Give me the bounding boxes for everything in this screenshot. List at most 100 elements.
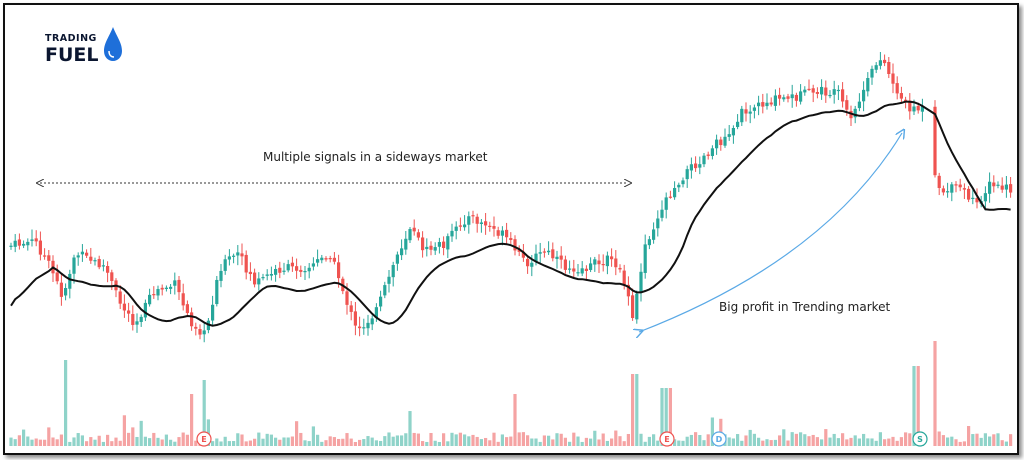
candle-body — [227, 256, 231, 260]
volume-bar — [509, 436, 513, 446]
sideways-annotation: Multiple signals in a sideways market — [263, 150, 488, 164]
candle-body — [744, 109, 748, 114]
candle-body — [622, 270, 626, 285]
volume-bar — [706, 434, 710, 446]
candle-body — [412, 227, 416, 232]
volume-bar — [194, 440, 198, 446]
volume-bar — [744, 435, 748, 446]
candle-body — [685, 169, 689, 180]
volume-bar — [496, 441, 500, 446]
volume-bar — [857, 438, 861, 446]
candle-body — [261, 277, 265, 279]
candle-body — [253, 272, 257, 285]
candle-body — [500, 230, 504, 236]
candle-body — [295, 266, 299, 271]
volume-bar — [593, 430, 597, 446]
candle-body — [559, 255, 563, 260]
volume-bar — [471, 434, 475, 446]
volume-bar — [261, 438, 265, 446]
candle-body — [660, 209, 664, 218]
volume-bar — [244, 441, 248, 446]
volume-bar — [576, 436, 580, 446]
volume-bar — [97, 435, 101, 446]
candle-body — [769, 102, 773, 105]
volume-bar — [547, 435, 551, 446]
candle-body — [857, 101, 861, 109]
volume-bar — [631, 374, 635, 446]
candle-body — [437, 242, 441, 247]
candle-body — [757, 102, 761, 107]
candle-body — [395, 254, 399, 264]
candle-body — [76, 255, 80, 258]
candle-body — [576, 272, 580, 274]
candle-body — [719, 139, 723, 146]
volume-bar — [370, 437, 374, 446]
candle-body — [673, 187, 677, 198]
event-marker-label: E — [201, 435, 206, 444]
candle-body — [173, 280, 177, 286]
candle-body — [80, 251, 84, 255]
volume-bar — [488, 440, 492, 446]
volume-bar — [391, 436, 395, 446]
volume-bar — [211, 441, 215, 446]
volume-bar — [72, 437, 76, 446]
volume-bar — [1004, 441, 1008, 446]
volume-bar — [799, 432, 803, 446]
volume-bar — [967, 426, 971, 446]
candle-body — [740, 108, 744, 123]
volume-bar — [353, 441, 357, 446]
candle-body — [55, 272, 59, 282]
price-chart: Multiple signals in a sideways market Bi… — [9, 27, 1013, 447]
volume-bar — [307, 441, 311, 446]
candle-body — [248, 271, 252, 275]
volume-bar — [484, 437, 488, 446]
volume-bar — [694, 432, 698, 446]
candle-body — [891, 73, 895, 84]
candle-body — [303, 271, 307, 273]
volume-bar — [782, 429, 786, 446]
volume-bar — [215, 438, 219, 446]
volume-bar — [110, 441, 114, 446]
candle-body — [223, 259, 227, 271]
volume-bar — [916, 366, 920, 446]
candle-body — [799, 91, 803, 102]
volume-bar — [542, 435, 546, 446]
volume-bar — [320, 441, 324, 446]
volume-bar — [379, 440, 383, 446]
volume-bar — [664, 388, 668, 446]
volume-bar — [341, 438, 345, 446]
volume-bar — [332, 437, 336, 446]
candle-body — [64, 288, 68, 296]
volume-bar — [316, 434, 320, 446]
volume-bar — [874, 440, 878, 446]
volume-bar — [668, 388, 672, 446]
event-marker-circle — [912, 431, 928, 447]
volume-bar — [227, 441, 231, 446]
volume-bar — [517, 432, 521, 446]
candle-body — [841, 89, 845, 102]
candle-body — [736, 121, 740, 128]
volume-bars — [9, 341, 1013, 446]
candle-body — [471, 215, 475, 217]
candle-body — [526, 258, 530, 267]
volume-bar — [883, 439, 887, 446]
volume-bar — [992, 434, 996, 446]
volume-bar — [93, 439, 97, 446]
candle-body — [811, 88, 815, 93]
volume-bar — [1009, 434, 1013, 446]
candle-body — [458, 225, 462, 227]
volume-bar — [731, 438, 735, 446]
volume-bar — [584, 437, 588, 446]
volume-bar — [769, 440, 773, 446]
volume-bar — [55, 439, 59, 446]
candle-body — [778, 94, 782, 99]
candle-body — [967, 188, 971, 200]
volume-bar — [177, 437, 181, 446]
volume-bar — [450, 432, 454, 446]
candle-body — [836, 89, 840, 92]
candle-body — [89, 256, 93, 261]
candle-body — [475, 216, 479, 224]
candle-body — [68, 273, 72, 289]
volume-bar — [135, 436, 139, 446]
candle-body — [589, 263, 593, 270]
